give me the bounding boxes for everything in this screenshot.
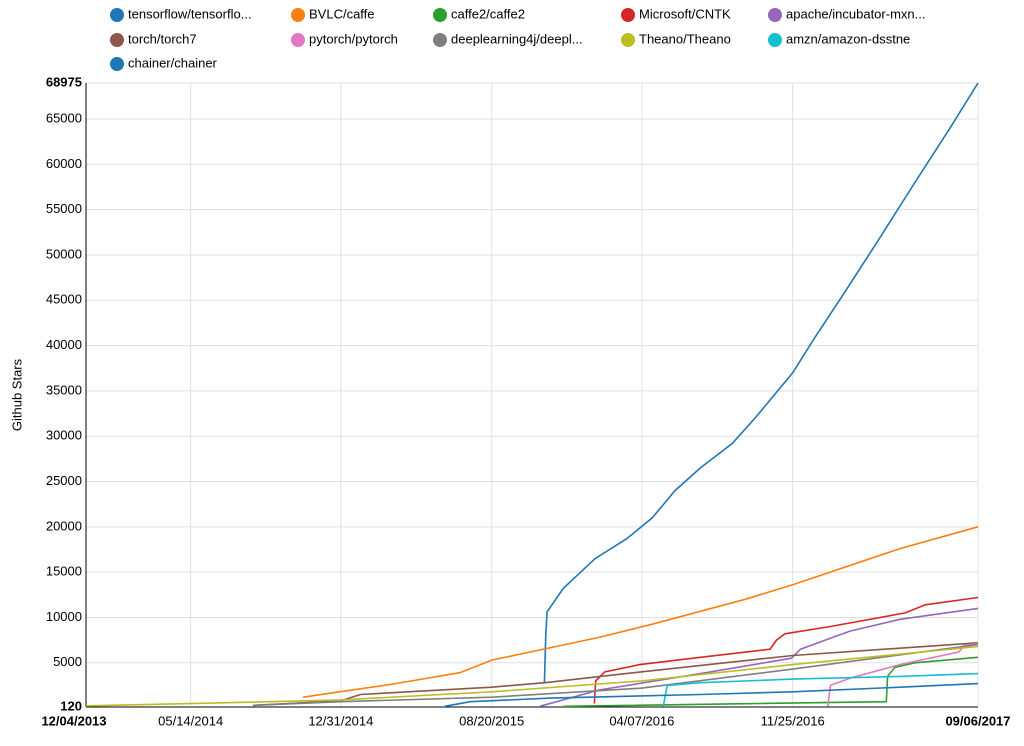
legend-swatch (621, 8, 635, 22)
legend-swatch (110, 8, 124, 22)
series-line (593, 596, 979, 704)
series-line (563, 656, 979, 708)
legend-label: BVLC/caffe (309, 6, 375, 21)
y-tick-label: 35000 (46, 382, 82, 397)
x-tick-label: 12/04/2013 (41, 713, 106, 728)
y-tick-label: 40000 (46, 337, 82, 352)
series-line (662, 672, 979, 707)
legend-item[interactable]: Microsoft/CNTK (621, 6, 731, 22)
y-tick-label: 15000 (46, 564, 82, 579)
legend-item[interactable]: tensorflow/tensorflo... (110, 6, 252, 22)
legend-item[interactable]: torch/torch7 (110, 31, 197, 47)
y-tick-label: 45000 (46, 292, 82, 307)
x-tick-label: 05/14/2014 (158, 713, 223, 728)
legend-swatch (768, 33, 782, 47)
legend-label: apache/incubator-mxn... (786, 6, 925, 21)
legend-item[interactable]: Theano/Theano (621, 31, 731, 47)
legend-item[interactable]: apache/incubator-mxn... (768, 6, 925, 22)
series-line (539, 607, 979, 708)
y-tick-label: 55000 (46, 201, 82, 216)
legend-label: caffe2/caffe2 (451, 6, 525, 21)
legend-label: amzn/amazon-dsstne (786, 31, 910, 46)
legend-swatch (291, 8, 305, 22)
series-line (827, 642, 979, 707)
legend-label: tensorflow/tensorflo... (128, 6, 252, 21)
y-tick-label: 50000 (46, 246, 82, 261)
legend-label: Microsoft/CNTK (639, 6, 731, 21)
legend-swatch (433, 8, 447, 22)
legend-item[interactable]: amzn/amazon-dsstne (768, 31, 910, 47)
legend-swatch (110, 57, 124, 71)
legend-label: Theano/Theano (639, 31, 731, 46)
legend-item[interactable]: chainer/chainer (110, 55, 218, 71)
x-tick-label: 04/07/2016 (609, 713, 674, 728)
legend-swatch (768, 8, 782, 22)
y-tick-label: 25000 (46, 473, 82, 488)
x-tick-label: 12/31/2014 (308, 713, 373, 728)
legend-label: torch/torch7 (128, 31, 197, 46)
y-tick-label: 5000 (53, 654, 82, 669)
series-line (85, 645, 979, 707)
legend-label: pytorch/pytorch (309, 31, 398, 46)
x-tick-label: 08/20/2015 (459, 713, 524, 728)
y-tick-label: 120 (60, 698, 82, 713)
legend-swatch (433, 33, 447, 47)
legend-item[interactable]: pytorch/pytorch (291, 31, 398, 47)
series-line (444, 682, 979, 708)
series-line (543, 82, 979, 683)
legend-label: chainer/chainer (128, 55, 218, 70)
x-tick-label: 09/06/2017 (945, 713, 1010, 728)
y-tick-label: 68975 (46, 74, 82, 89)
x-tick-label: 11/25/2016 (761, 713, 825, 728)
y-tick-label: 60000 (46, 156, 82, 171)
legend-swatch (291, 33, 305, 47)
y-tick-label: 65000 (46, 110, 82, 125)
series-line (302, 526, 979, 698)
y-tick-label: 30000 (46, 428, 82, 443)
legend-item[interactable]: BVLC/caffe (291, 6, 375, 22)
legend-swatch (621, 33, 635, 47)
series-line (253, 643, 979, 707)
legend-item[interactable]: caffe2/caffe2 (433, 6, 525, 22)
legend-item[interactable]: deeplearning4j/deepl... (433, 31, 583, 47)
y-tick-label: 20000 (46, 518, 82, 533)
y-tick-label: 10000 (46, 609, 82, 624)
legend-label: deeplearning4j/deepl... (451, 31, 583, 46)
y-axis-label: Github Stars (9, 358, 24, 431)
legend-swatch (110, 33, 124, 47)
